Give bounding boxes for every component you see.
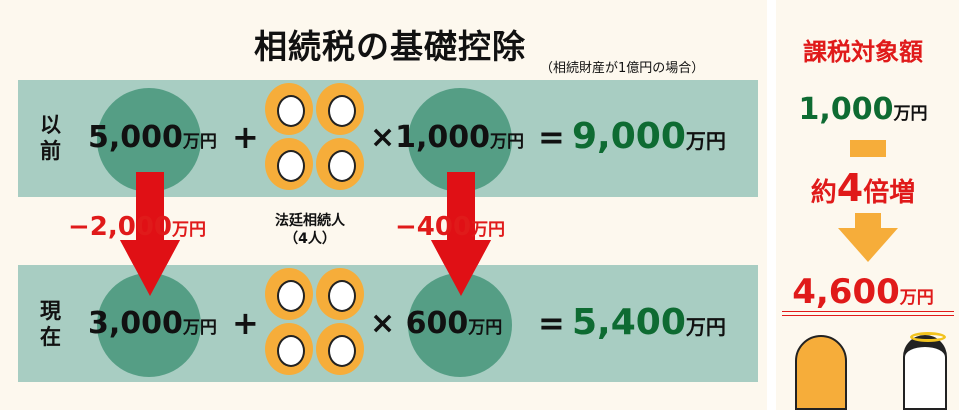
base-diff: −2,000万円 xyxy=(68,212,207,242)
heir-icon xyxy=(316,83,364,135)
arrow-down-icon xyxy=(447,172,475,240)
worried-man-icon xyxy=(903,335,947,410)
side-from: 1,000万円 xyxy=(798,92,928,127)
side-increase: 約4倍増 xyxy=(810,166,916,210)
plus-sign: + xyxy=(232,304,259,342)
orange-arrow-head-icon xyxy=(838,228,898,262)
subtitle: （相続財産が1億円の場合） xyxy=(540,61,705,76)
heir-icon xyxy=(265,138,313,190)
per-heir-diff: −400万円 xyxy=(395,212,506,242)
before-label: 以前 xyxy=(40,113,61,163)
heir-icon xyxy=(316,138,364,190)
heir-icon xyxy=(265,83,313,135)
side-to: 4,600万円 xyxy=(792,272,934,312)
divider xyxy=(767,0,776,410)
arrow-head-icon xyxy=(431,240,491,296)
page-title: 相続税の基礎控除 xyxy=(254,27,526,66)
halo-icon xyxy=(910,332,946,342)
after-label: 現在 xyxy=(40,299,61,349)
equals-sign: = xyxy=(538,118,565,156)
heir-icon xyxy=(265,323,313,375)
heir-icon xyxy=(316,268,364,320)
double-underline xyxy=(782,311,954,316)
arrow-head-icon xyxy=(120,240,180,296)
after-result: 5,400万円 xyxy=(572,302,726,343)
equals-sign: = xyxy=(538,304,565,342)
after-per-heir: × 600万円 xyxy=(370,306,503,341)
heir-icon xyxy=(316,323,364,375)
bar-icon xyxy=(850,140,886,157)
before-base: 5,000万円 xyxy=(88,120,217,155)
side-title: 課税対象額 xyxy=(803,38,923,66)
before-result: 9,000万円 xyxy=(572,116,726,157)
orange-arrow-icon xyxy=(855,213,881,229)
after-base: 3,000万円 xyxy=(88,306,217,341)
plus-sign: + xyxy=(232,118,259,156)
arrow-down-icon xyxy=(136,172,164,240)
before-per-heir: ×1,000万円 xyxy=(370,120,525,155)
heirs-label: 法廷相続人 （4人） xyxy=(275,213,345,247)
heir-icon xyxy=(265,268,313,320)
worried-woman-icon xyxy=(795,335,847,410)
